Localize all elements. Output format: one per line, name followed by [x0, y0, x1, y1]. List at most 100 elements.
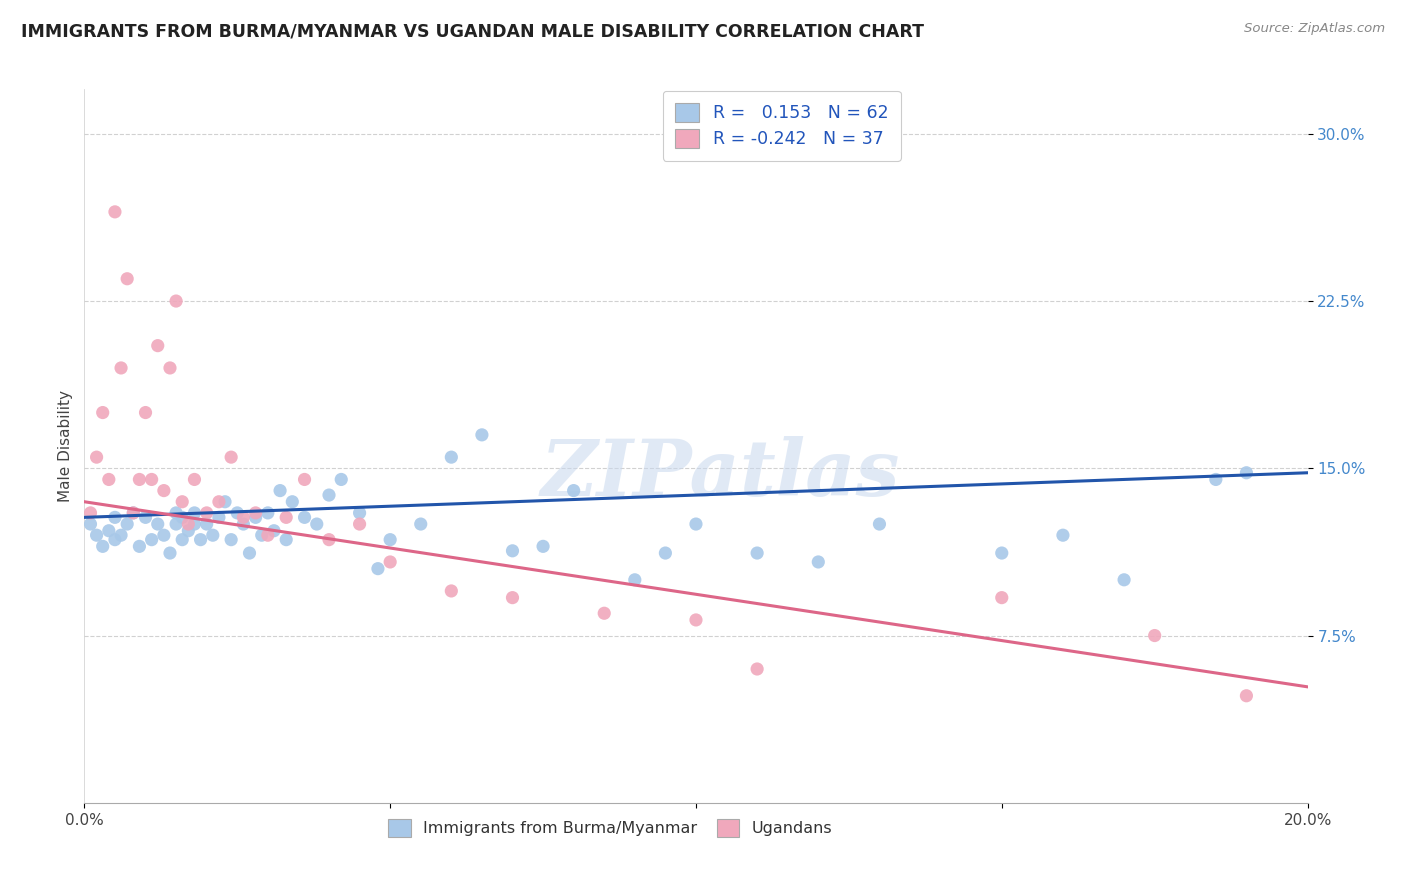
Point: [177, 516, 200, 531]
Point: [86, 528, 108, 542]
Point: [226, 506, 249, 520]
Point: [1114, 573, 1136, 587]
Point: [991, 546, 1014, 560]
Point: [110, 360, 132, 375]
Point: [1205, 473, 1227, 487]
Point: [624, 573, 647, 587]
Point: [562, 483, 585, 498]
Point: [172, 494, 194, 508]
Point: [232, 510, 254, 524]
Point: [208, 510, 231, 524]
Point: [349, 516, 371, 531]
Point: [201, 528, 224, 542]
Point: [294, 510, 316, 524]
Point: [165, 516, 187, 531]
Point: [238, 546, 260, 560]
Point: [471, 427, 494, 442]
Point: [172, 510, 194, 524]
Point: [79, 506, 101, 520]
Point: [257, 528, 280, 542]
Text: ZIPatlas: ZIPatlas: [541, 436, 900, 513]
Point: [685, 516, 707, 531]
Point: [269, 483, 291, 498]
Point: [183, 473, 205, 487]
Point: [153, 483, 176, 498]
Point: [141, 473, 163, 487]
Legend: Immigrants from Burma/Myanmar, Ugandans: Immigrants from Burma/Myanmar, Ugandans: [380, 812, 841, 845]
Point: [146, 338, 169, 352]
Point: [245, 506, 267, 520]
Point: [367, 562, 389, 576]
Point: [128, 539, 150, 553]
Point: [1052, 528, 1074, 542]
Point: [165, 293, 187, 308]
Point: [747, 662, 769, 676]
Point: [91, 539, 114, 553]
Point: [165, 506, 187, 520]
Point: [593, 607, 616, 621]
Point: [502, 591, 524, 605]
Point: [654, 546, 676, 560]
Point: [409, 516, 432, 531]
Point: [502, 543, 524, 558]
Point: [440, 583, 463, 598]
Point: [232, 516, 254, 531]
Text: IMMIGRANTS FROM BURMA/MYANMAR VS UGANDAN MALE DISABILITY CORRELATION CHART: IMMIGRANTS FROM BURMA/MYANMAR VS UGANDAN…: [21, 22, 924, 40]
Point: [208, 494, 231, 508]
Point: [869, 516, 891, 531]
Point: [97, 524, 120, 538]
Point: [128, 473, 150, 487]
Point: [1143, 628, 1166, 642]
Point: [219, 533, 242, 547]
Point: [349, 506, 371, 520]
Point: [991, 591, 1014, 605]
Point: [257, 506, 280, 520]
Point: [141, 533, 163, 547]
Point: [122, 506, 145, 520]
Point: [1236, 466, 1258, 480]
Point: [318, 488, 340, 502]
Point: [440, 450, 463, 464]
Point: [172, 533, 194, 547]
Point: [276, 510, 298, 524]
Point: [104, 533, 127, 547]
Text: Source: ZipAtlas.com: Source: ZipAtlas.com: [1244, 22, 1385, 36]
Point: [380, 555, 402, 569]
Point: [159, 546, 181, 560]
Point: [195, 506, 218, 520]
Point: [219, 450, 242, 464]
Point: [177, 524, 200, 538]
Point: [135, 405, 157, 419]
Point: [305, 516, 328, 531]
Point: [807, 555, 830, 569]
Point: [183, 516, 205, 531]
Point: [531, 539, 554, 553]
Point: [294, 473, 316, 487]
Point: [86, 450, 108, 464]
Point: [190, 533, 212, 547]
Point: [685, 613, 707, 627]
Point: [214, 494, 236, 508]
Point: [146, 516, 169, 531]
Point: [159, 360, 181, 375]
Point: [250, 528, 273, 542]
Point: [97, 473, 120, 487]
Y-axis label: Male Disability: Male Disability: [58, 390, 73, 502]
Point: [1236, 689, 1258, 703]
Point: [195, 516, 218, 531]
Point: [263, 524, 285, 538]
Point: [281, 494, 304, 508]
Point: [110, 528, 132, 542]
Point: [115, 516, 138, 531]
Point: [183, 506, 205, 520]
Point: [135, 510, 157, 524]
Point: [330, 473, 353, 487]
Point: [115, 271, 138, 285]
Point: [380, 533, 402, 547]
Point: [79, 516, 101, 531]
Point: [153, 528, 176, 542]
Point: [276, 533, 298, 547]
Point: [245, 510, 267, 524]
Point: [122, 506, 145, 520]
Point: [104, 510, 127, 524]
